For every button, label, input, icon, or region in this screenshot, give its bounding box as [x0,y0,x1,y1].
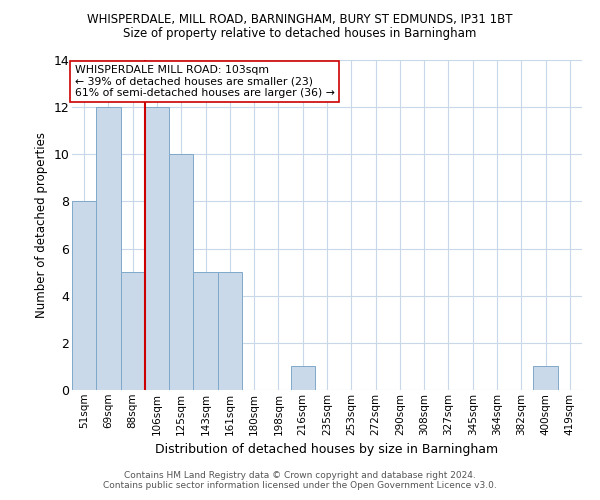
Text: Contains HM Land Registry data © Crown copyright and database right 2024.
Contai: Contains HM Land Registry data © Crown c… [103,470,497,490]
X-axis label: Distribution of detached houses by size in Barningham: Distribution of detached houses by size … [155,443,499,456]
Bar [290,366,315,390]
Bar [121,272,145,390]
Text: WHISPERDALE, MILL ROAD, BARNINGHAM, BURY ST EDMUNDS, IP31 1BT: WHISPERDALE, MILL ROAD, BARNINGHAM, BURY… [87,12,513,26]
Bar [169,154,193,390]
Bar [96,107,121,390]
Bar [145,107,169,390]
Text: WHISPERDALE MILL ROAD: 103sqm
← 39% of detached houses are smaller (23)
61% of s: WHISPERDALE MILL ROAD: 103sqm ← 39% of d… [74,65,334,98]
Bar [533,366,558,390]
Bar [193,272,218,390]
Y-axis label: Number of detached properties: Number of detached properties [35,132,48,318]
Bar [72,202,96,390]
Text: Size of property relative to detached houses in Barningham: Size of property relative to detached ho… [124,28,476,40]
Bar [218,272,242,390]
